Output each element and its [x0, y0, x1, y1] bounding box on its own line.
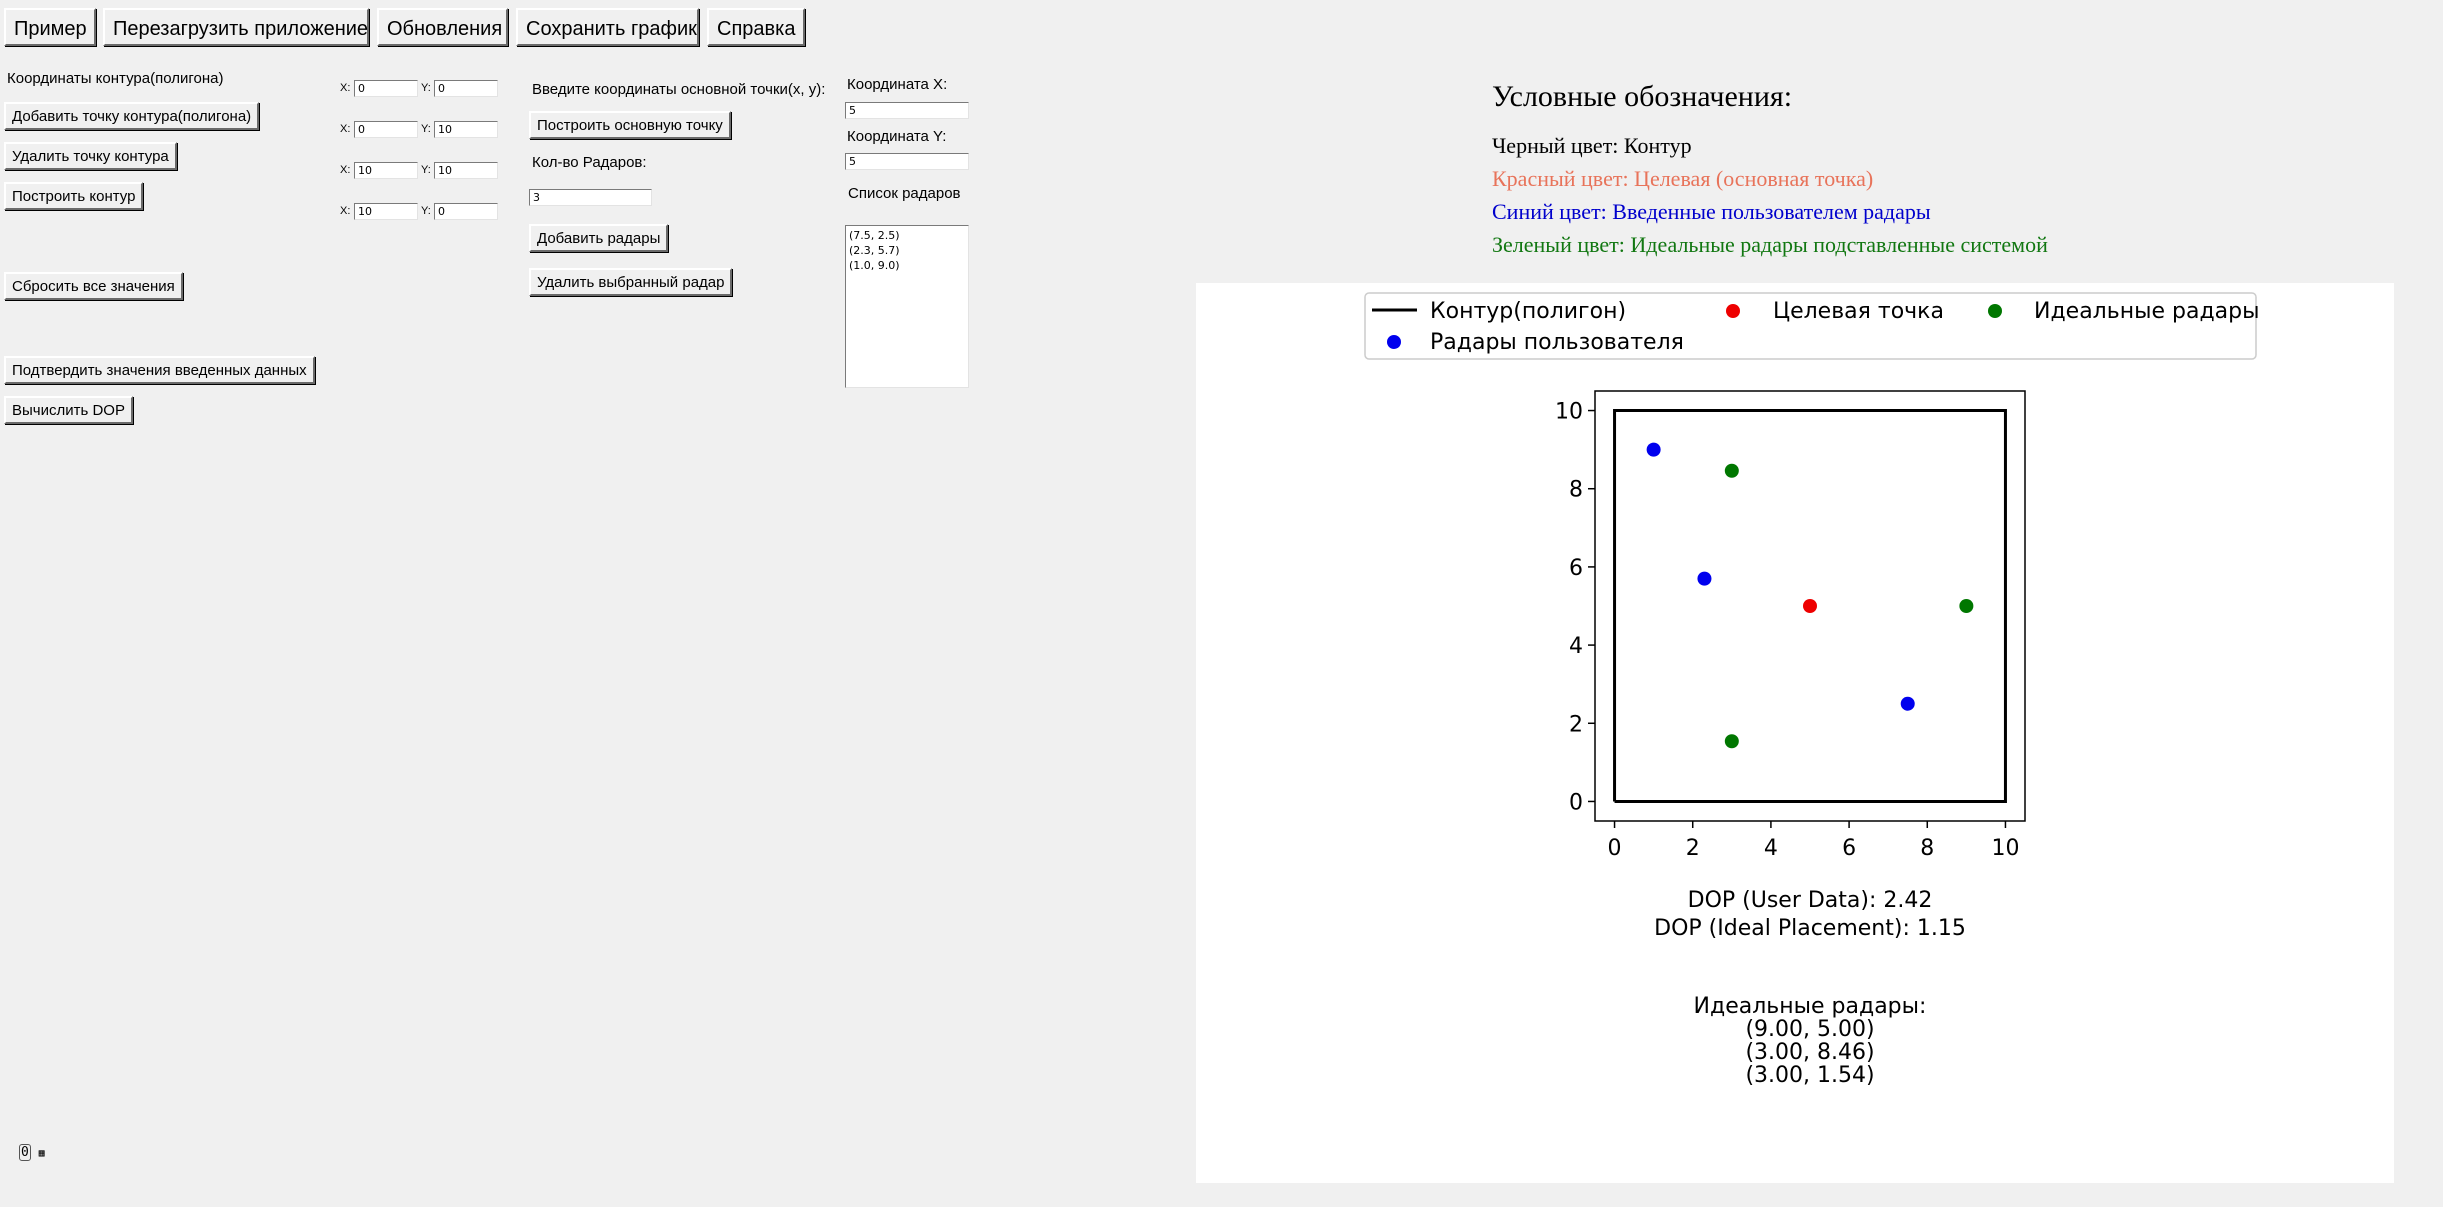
legend-user-swatch	[1387, 335, 1401, 349]
compute-dop-button[interactable]: Вычислить DOP	[4, 396, 133, 424]
add-contour-point-button[interactable]: Добавить точку контура(полигона)	[4, 102, 260, 130]
x-tick-label: 6	[1842, 836, 1856, 861]
dop-ideal-text: DOP (Ideal Placement): 1.15	[1654, 916, 1966, 941]
legend-ideal-swatch	[1988, 304, 2002, 318]
status-glyph: 0	[19, 1144, 31, 1161]
legend-target-label: Целевая точка	[1773, 299, 1944, 324]
legend-ideal-label: Идеальные радары	[2034, 299, 2259, 324]
chart-legend: Контур(полигон) Целевая точка Идеальные …	[1364, 292, 2259, 360]
ideal-radar-item: (9.00, 5.00)	[1745, 1017, 1874, 1042]
legend-green: Зеленый цвет: Идеальные радары подставле…	[1492, 232, 2048, 257]
data-point	[1803, 599, 1817, 613]
data-point	[1646, 442, 1661, 457]
x-label: X:	[340, 164, 351, 176]
target-prompt: Введите координаты основной точки(x, y):	[532, 81, 826, 98]
x-tick-label: 4	[1764, 836, 1778, 861]
x-label: X:	[340, 205, 351, 217]
chart-legend-box	[1364, 292, 2257, 360]
data-point	[1724, 463, 1739, 478]
ideal-radar-item: (3.00, 8.46)	[1745, 1040, 1874, 1065]
x-tick-label: 0	[1608, 836, 1622, 861]
contour-x-input-4[interactable]: 10	[354, 203, 418, 220]
contour-polygon-line	[1613, 409, 2007, 803]
y-label: Y:	[421, 82, 431, 94]
contour-x-input-1[interactable]: 0	[354, 80, 418, 97]
x-tick-label: 10	[1991, 836, 2019, 861]
y-label: Y:	[421, 205, 431, 217]
contour-title: Координаты контура(полигона)	[7, 70, 224, 87]
contour-y-input-3[interactable]: 10	[434, 162, 498, 179]
x-label: X:	[340, 82, 351, 94]
list-item[interactable]: (1.0, 9.0)	[849, 259, 900, 272]
radar-count-input[interactable]: 3	[529, 189, 652, 206]
save-plot-button[interactable]: Сохранить график	[516, 8, 699, 46]
data-point	[1724, 734, 1739, 749]
y-label: Y:	[421, 123, 431, 135]
add-radars-button[interactable]: Добавить радары	[529, 224, 669, 252]
scatter-chart: Контур(полигон) Целевая точка Идеальные …	[1364, 292, 2259, 1088]
status-indicator: 0 ▦	[19, 1144, 45, 1161]
y-tick-label: 4	[1569, 634, 1583, 659]
dop-user-text: DOP (User Data): 2.42	[1688, 888, 1933, 913]
y-tick-label: 2	[1569, 712, 1583, 737]
list-item[interactable]: (7.5, 2.5)	[849, 229, 900, 242]
radar-listbox[interactable]: (7.5, 2.5) (2.3, 5.7) (1.0, 9.0)	[845, 225, 969, 388]
legend-black: Черный цвет: Контур	[1492, 133, 1692, 158]
remove-selected-radar-button[interactable]: Удалить выбранный радар	[529, 268, 733, 296]
y-tick-label: 6	[1569, 556, 1583, 581]
list-item[interactable]: (2.3, 5.7)	[849, 244, 900, 257]
x-tick-label: 8	[1920, 836, 1934, 861]
contour-y-input-1[interactable]: 0	[434, 80, 498, 97]
axes-frame	[1594, 390, 2026, 822]
y-tick-label: 0	[1569, 790, 1583, 815]
build-target-button[interactable]: Построить основную точку	[529, 111, 731, 139]
remove-contour-point-button[interactable]: Удалить точку контура	[4, 142, 177, 170]
data-point	[1697, 571, 1712, 586]
y-tick-label: 10	[1555, 400, 1583, 425]
help-button[interactable]: Справка	[707, 8, 805, 46]
legend-title: Условные обозначения:	[1492, 80, 1793, 113]
chart-marks	[1613, 409, 2007, 803]
x-tick-label: 2	[1686, 836, 1700, 861]
legend-red: Красный цвет: Целевая (основная точка)	[1492, 166, 1874, 191]
ideal-radars-header: Идеальные радары:	[1694, 994, 1927, 1019]
y-label: Y:	[421, 164, 431, 176]
example-button[interactable]: Пример	[4, 8, 96, 46]
axis-ticks: 0 2 4 6 8 10 0 2 4 6 8 10	[1555, 400, 2019, 861]
legend-blue: Синий цвет: Введенные пользователем рада…	[1492, 199, 1931, 224]
x-label: X:	[340, 123, 351, 135]
reset-all-button[interactable]: Сбросить все значения	[4, 272, 183, 300]
contour-x-input-2[interactable]: 0	[354, 121, 418, 138]
data-point	[1959, 599, 1974, 613]
contour-x-input-3[interactable]: 10	[354, 162, 418, 179]
coord-y-label: Координата Y:	[847, 128, 947, 145]
legend-target-swatch	[1726, 304, 1740, 318]
y-tick-label: 8	[1569, 478, 1583, 503]
legend-contour-label: Контур(полигон)	[1430, 299, 1626, 324]
legend-user-label: Радары пользователя	[1430, 330, 1684, 355]
restart-app-button[interactable]: Перезагрузить приложение	[103, 8, 369, 46]
radar-list-label: Список радаров	[848, 185, 961, 202]
plot-canvas: Контур(полигон) Целевая точка Идеальные …	[1196, 283, 2394, 1183]
coord-x-label: Координата X:	[847, 76, 948, 93]
coord-x-input[interactable]: 5	[845, 102, 969, 119]
contour-y-input-2[interactable]: 10	[434, 121, 498, 138]
keyboard-icon: ▦	[38, 1148, 45, 1159]
contour-y-input-4[interactable]: 0	[434, 203, 498, 220]
updates-button[interactable]: Обновления	[377, 8, 508, 46]
coord-y-input[interactable]: 5	[845, 153, 969, 170]
radar-count-label: Кол-во Радаров:	[532, 154, 647, 171]
ideal-radar-item: (3.00, 1.54)	[1745, 1063, 1874, 1088]
data-point	[1900, 696, 1915, 711]
confirm-data-button[interactable]: Подтвердить значения введенных данных	[4, 356, 315, 384]
build-contour-button[interactable]: Построить контур	[4, 182, 144, 210]
